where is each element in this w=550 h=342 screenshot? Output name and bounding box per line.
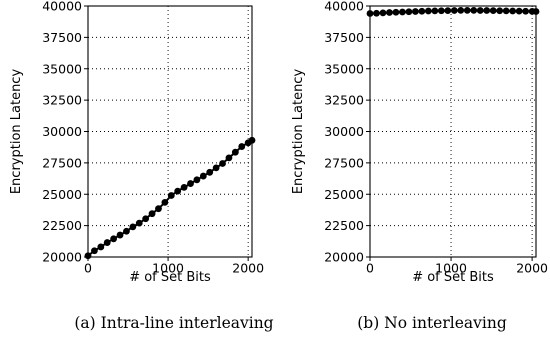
y-tick-label: 22500 [324,218,364,233]
axis-ticks [84,5,249,261]
chart-panel-no-interleaving: 0 1000 2000 20000 22500 25000 27500 30000 32500… [291,0,548,332]
data-point [424,7,432,15]
data-point [431,7,439,15]
axis-ticks [366,5,533,261]
y-tick-label: 27500 [324,155,364,170]
y-tick-label: 22500 [42,218,82,233]
x-tick-label: 0 [366,261,374,276]
y-tick-label: 32500 [324,93,364,108]
data-point [496,7,504,15]
data-point [470,6,478,14]
caption-a: (a) Intra-line interleaving [74,314,273,332]
data-point [84,252,92,260]
data-point [123,227,130,235]
data-point [483,7,491,14]
data-point [386,9,393,16]
chart-panel-intra-line: 0 1000 2000 20000 22500 25000 27500 30000 32500… [9,0,274,332]
y-tick-label: 20000 [324,250,364,265]
data-point [509,7,517,15]
y-tick-label: 40000 [324,0,364,14]
data-point [437,7,445,15]
y-tick-label: 35000 [42,61,82,76]
data-point [457,6,465,14]
grid-lines [88,6,252,257]
data-markers [84,136,256,260]
data-point [476,7,484,14]
data-point [116,231,124,239]
data-point [219,160,226,167]
data-point [129,223,137,231]
x-tick-label: 2000 [232,261,264,276]
data-point [193,176,201,184]
data-point [502,7,510,15]
data-point [161,199,169,206]
x-tick-labels: 0 1000 2000 [366,261,548,276]
data-point [392,8,400,16]
data-point [450,7,458,14]
data-point [463,6,471,14]
data-point [399,8,406,16]
x-axis-label: # of Set Bits [412,270,494,285]
data-point [97,243,105,251]
data-point [180,183,188,191]
y-tick-label: 32500 [42,93,82,108]
data-point [373,9,380,17]
data-point [444,7,452,15]
data-point [199,172,207,180]
x-tick-label: 0 [84,261,92,276]
y-tick-label: 20000 [42,250,82,265]
data-point [110,235,118,243]
y-tick-label: 25000 [42,187,82,202]
data-point [515,7,523,15]
x-tick-label: 1000 [152,261,184,276]
data-point [532,8,540,15]
data-point [231,148,239,156]
data-point [418,7,426,15]
data-point [248,136,256,144]
x-tick-labels: 0 1000 2000 [84,261,264,276]
x-tick-label: 2000 [516,261,548,276]
y-tick-label: 37500 [324,30,364,45]
data-point [187,180,194,187]
y-axis-label: Encryption Latency [291,69,306,195]
data-point [103,239,111,246]
data-point [212,164,220,172]
y-tick-label: 30000 [42,124,82,139]
x-tick-label: 1000 [435,261,467,276]
y-tick-label: 27500 [42,155,82,170]
y-tick-label: 30000 [324,124,364,139]
data-point [225,154,233,162]
data-point [411,8,419,15]
data-point [366,10,374,17]
grid-lines [370,6,536,257]
data-point [174,187,182,195]
y-tick-labels: 20000 22500 25000 27500 30000 32500 35000 37500… [324,0,364,265]
data-point [489,7,497,15]
y-tick-label: 25000 [324,187,364,202]
x-axis-label: # of Set Bits [129,270,211,285]
data-point [135,219,143,227]
data-point [142,215,150,223]
data-point [148,210,156,218]
data-point [91,247,98,255]
y-tick-labels: 20000 22500 25000 27500 30000 32500 35000 37500… [42,0,82,265]
data-point [405,8,413,16]
data-point [379,9,387,17]
data-point [238,143,246,150]
data-point [167,192,175,199]
data-point [522,7,530,15]
data-markers [366,6,540,17]
data-point [155,205,162,213]
data-point [206,168,214,176]
y-axis-label: Encryption Latency [9,69,24,195]
caption-b: (b) No interleaving [357,314,507,332]
y-tick-label: 35000 [324,61,364,76]
y-tick-label: 40000 [42,0,82,14]
y-tick-label: 37500 [42,30,82,45]
